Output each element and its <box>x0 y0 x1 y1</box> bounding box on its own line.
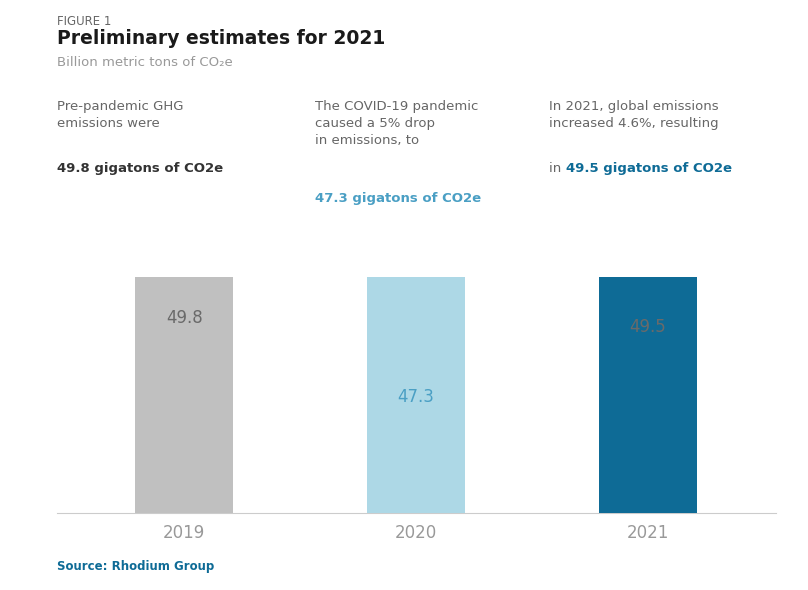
Text: Source: Rhodium Group: Source: Rhodium Group <box>57 560 214 573</box>
Text: In 2021, global emissions
increased 4.6%, resulting: In 2021, global emissions increased 4.6%… <box>549 100 719 130</box>
Text: Pre-pandemic GHG
emissions were: Pre-pandemic GHG emissions were <box>57 100 183 130</box>
Bar <box>368 0 465 513</box>
Text: The COVID-19 pandemic
caused a 5% drop
in emissions, to: The COVID-19 pandemic caused a 5% drop i… <box>315 100 478 148</box>
Text: Preliminary estimates for 2021: Preliminary estimates for 2021 <box>57 30 385 48</box>
Text: in: in <box>549 162 566 175</box>
Bar <box>136 0 233 513</box>
Text: Billion metric tons of CO₂e: Billion metric tons of CO₂e <box>57 56 233 69</box>
Text: 49.5: 49.5 <box>629 319 667 336</box>
Text: FIGURE 1: FIGURE 1 <box>57 15 111 28</box>
Text: 49.8 gigatons of CO2e: 49.8 gigatons of CO2e <box>57 162 223 175</box>
Text: 47.3 gigatons of CO2e: 47.3 gigatons of CO2e <box>315 192 482 205</box>
Bar <box>600 0 696 513</box>
Text: 49.8: 49.8 <box>166 309 203 327</box>
Text: 47.3: 47.3 <box>398 388 435 406</box>
Text: 49.5 gigatons of CO2e: 49.5 gigatons of CO2e <box>566 162 732 175</box>
